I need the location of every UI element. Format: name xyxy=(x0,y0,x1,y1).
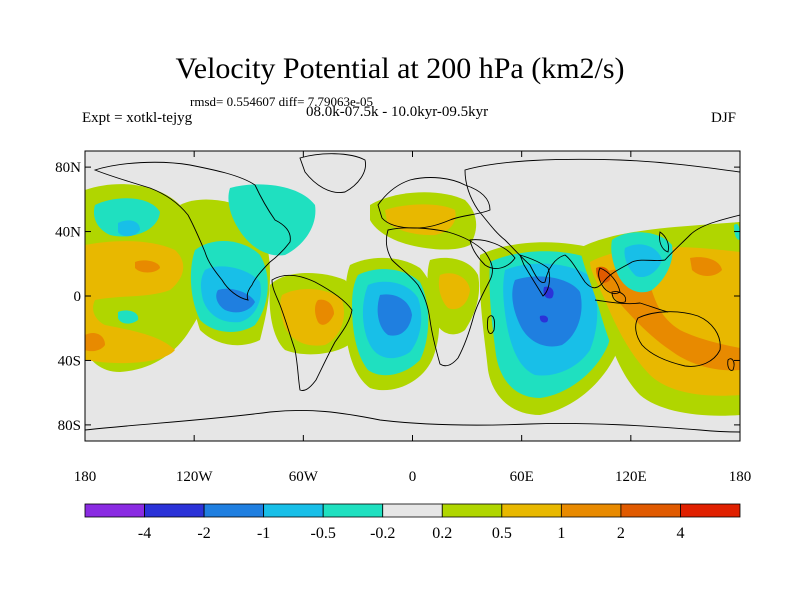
colorbar-swatch xyxy=(203,503,265,518)
coast-eurasia xyxy=(464,158,740,289)
colorbar-swatch xyxy=(560,503,622,518)
colorbar-swatch xyxy=(620,503,681,518)
coast-india xyxy=(519,254,551,297)
colorbar-label: 2 xyxy=(617,525,625,542)
coast-new-zealand xyxy=(727,358,735,371)
lon-tick-label: 120E xyxy=(615,469,647,485)
lon-tick-label: 0 xyxy=(409,469,417,485)
lat-tick-label: 80S xyxy=(58,418,81,434)
coast-antarctica xyxy=(85,409,740,433)
coast-indonesia xyxy=(594,291,669,313)
lon-tick-label: 120W xyxy=(176,469,214,485)
colorbar: -4 -2 -1 -0.5 -0.2 0.2 0.5 1 2 4 xyxy=(84,503,741,542)
field-pacific-west-orange xyxy=(85,241,184,364)
experiment-label: Expt = xotkl-tejyg xyxy=(82,110,193,126)
field-pacific-west-deep-orange xyxy=(135,260,160,273)
stats-label: rmsd= 0.554607 diff= 7.79063e-05 xyxy=(190,94,374,109)
period-label: 08.0k-07.5k - 10.0kyr-09.5kyr xyxy=(306,104,489,120)
lon-tick-label: 60W xyxy=(289,469,319,485)
coast-southeast-asia xyxy=(598,267,621,295)
colorbar-swatch xyxy=(441,503,503,518)
lon-tick-label: 180 xyxy=(729,469,752,485)
coast-japan xyxy=(659,231,669,253)
colorbar-swatch xyxy=(263,503,324,518)
field-atlantic-negative-deep xyxy=(377,294,412,336)
field-south-america-deep xyxy=(315,299,334,325)
lat-tick-label: 80N xyxy=(55,160,81,176)
season-label: DJF xyxy=(711,110,737,126)
field-east-asia-blue xyxy=(624,244,662,278)
colorbar-label: 0.5 xyxy=(492,525,512,542)
coast-madagascar xyxy=(487,315,495,334)
field-pacific-west-blue xyxy=(118,220,140,237)
field-indian-negative-deep xyxy=(512,276,582,347)
field-africa-orange xyxy=(438,273,470,310)
coast-north-america xyxy=(93,161,291,301)
coast-south-america xyxy=(271,274,353,391)
colorbar-swatch xyxy=(84,503,145,518)
colorbar-swatch xyxy=(322,503,384,518)
coast-africa xyxy=(385,227,493,367)
coastlines xyxy=(85,153,740,433)
coast-greenland xyxy=(299,153,366,193)
colorbar-swatch xyxy=(382,503,443,518)
lon-tick-label: 180 xyxy=(74,469,97,485)
colorbar-label: 4 xyxy=(676,525,684,542)
colorbar-label: -1 xyxy=(257,525,270,542)
colorbar-swatch xyxy=(501,503,562,518)
contour-fields xyxy=(85,184,740,416)
colorbar-label: -4 xyxy=(138,525,151,542)
lat-tick-label: 0 xyxy=(74,289,82,305)
field-north-america-cyan xyxy=(228,184,316,256)
colorbar-label: -0.5 xyxy=(311,525,336,542)
colorbar-label: 0.2 xyxy=(432,525,452,542)
colorbar-label: -2 xyxy=(197,525,210,542)
field-pacific-cyan-patch xyxy=(118,310,139,324)
field-indian-negative-core xyxy=(543,286,554,299)
colorbar-label: 1 xyxy=(557,525,565,542)
field-america-negative-deep xyxy=(216,288,255,313)
field-pacific-west-deep-orange-2 xyxy=(85,333,105,352)
field-pacific-west-cyan xyxy=(93,198,160,237)
field-indian-negative-core-2 xyxy=(539,315,549,323)
colorbar-swatch xyxy=(144,503,205,518)
coast-australia xyxy=(635,311,721,367)
field-west-pacific-deep xyxy=(600,269,740,371)
lon-tick-label: 60E xyxy=(510,469,534,485)
colorbar-swatch xyxy=(680,503,741,518)
field-west-pacific-deep-2 xyxy=(690,257,722,276)
map-title: Velocity Potential at 200 hPa (km2/s) xyxy=(175,52,625,85)
colorbar-label: -0.2 xyxy=(370,525,395,542)
axis-ticks: 80N 40N 0 40S 80S 180 120W 60W 0 60E 120E 180 xyxy=(55,151,751,485)
lat-tick-label: 40N xyxy=(55,225,81,241)
coast-arabia xyxy=(469,239,516,269)
lat-tick-label: 40S xyxy=(58,353,81,369)
